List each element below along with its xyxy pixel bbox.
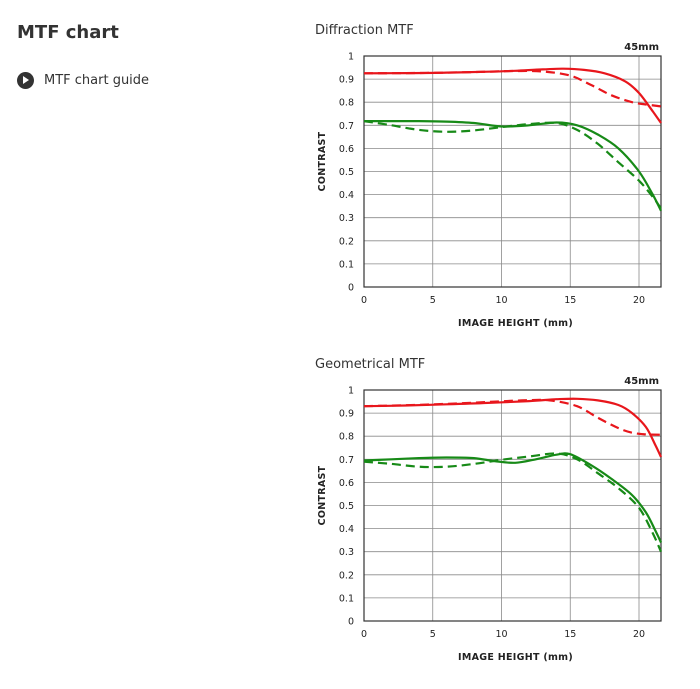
x-tick-label: 5 xyxy=(430,629,436,640)
focal-length-label: 45mm xyxy=(624,42,659,53)
diffraction-mtf-title: Diffraction MTF xyxy=(315,23,414,38)
y-tick-label: 0.3 xyxy=(339,547,354,558)
y-tick-label: 1 xyxy=(348,52,354,63)
y-tick-label: 0 xyxy=(348,283,354,294)
geometrical-mtf-title: Geometrical MTF xyxy=(315,357,426,372)
y-tick-label: 0.1 xyxy=(339,259,354,270)
series-line-red-solid xyxy=(363,397,662,458)
x-tick-label: 15 xyxy=(564,629,576,640)
diffraction-mtf-chart: 00.10.20.30.40.50.60.70.80.910 5 10 15 20IMA… xyxy=(317,42,662,329)
series-line-red-dashed xyxy=(363,398,662,436)
y-tick-label: 0.7 xyxy=(339,121,354,132)
y-tick-label: 0.5 xyxy=(339,167,354,178)
y-tick-label: 0.1 xyxy=(339,593,354,604)
x-axis-label: IMAGE HEIGHT (mm) xyxy=(458,652,573,663)
series-line-green-solid xyxy=(364,120,662,212)
x-tick-label: 20 xyxy=(633,295,645,306)
x-tick-label: 0 xyxy=(361,295,367,306)
geometrical-mtf-chart: 00.10.20.30.40.50.60.70.80.910 5 10 15 20IMA… xyxy=(317,376,663,663)
play-circle-icon xyxy=(17,72,34,89)
y-tick-label: 0.8 xyxy=(339,98,354,109)
x-tick-label: 10 xyxy=(495,629,507,640)
y-tick-label: 0.4 xyxy=(339,190,354,201)
series-line-green-dashed xyxy=(363,120,662,210)
guide-link-label: MTF chart guide xyxy=(44,73,150,88)
y-tick-label: 0.5 xyxy=(339,501,354,512)
y-tick-label: 1 xyxy=(348,386,354,397)
y-tick-label: 0.8 xyxy=(339,432,354,443)
x-tick-label: 15 xyxy=(564,295,576,306)
plot-frame xyxy=(363,389,662,622)
y-tick-label: 0.9 xyxy=(339,409,354,420)
y-axis-label: CONTRAST xyxy=(317,465,328,525)
x-tick-label: 5 xyxy=(430,295,436,306)
plot-frame xyxy=(363,55,662,288)
y-tick-label: 0.4 xyxy=(339,524,354,535)
y-tick-label: 0.6 xyxy=(339,478,354,489)
series-line-green-solid xyxy=(363,452,663,543)
series-line-green-dashed xyxy=(363,452,663,553)
focal-length-label: 45mm xyxy=(624,376,659,387)
page-title: MTF chart xyxy=(17,22,119,43)
mtf-chart-guide-link[interactable]: MTF chart guide xyxy=(17,72,149,89)
x-tick-label: 0 xyxy=(361,629,367,640)
y-tick-label: 0.6 xyxy=(339,144,354,155)
y-axis-label: CONTRAST xyxy=(317,131,328,191)
y-tick-label: 0.7 xyxy=(339,455,354,466)
y-tick-label: 0 xyxy=(348,617,354,628)
x-axis-label: IMAGE HEIGHT (mm) xyxy=(458,318,573,329)
y-tick-label: 0.2 xyxy=(339,236,354,247)
y-tick-label: 0.2 xyxy=(339,570,354,581)
y-tick-label: 0.9 xyxy=(339,75,354,86)
x-tick-label: 10 xyxy=(495,295,507,306)
x-tick-label: 20 xyxy=(633,629,645,640)
y-tick-label: 0.3 xyxy=(339,213,354,224)
series-line-red-solid xyxy=(363,67,662,124)
